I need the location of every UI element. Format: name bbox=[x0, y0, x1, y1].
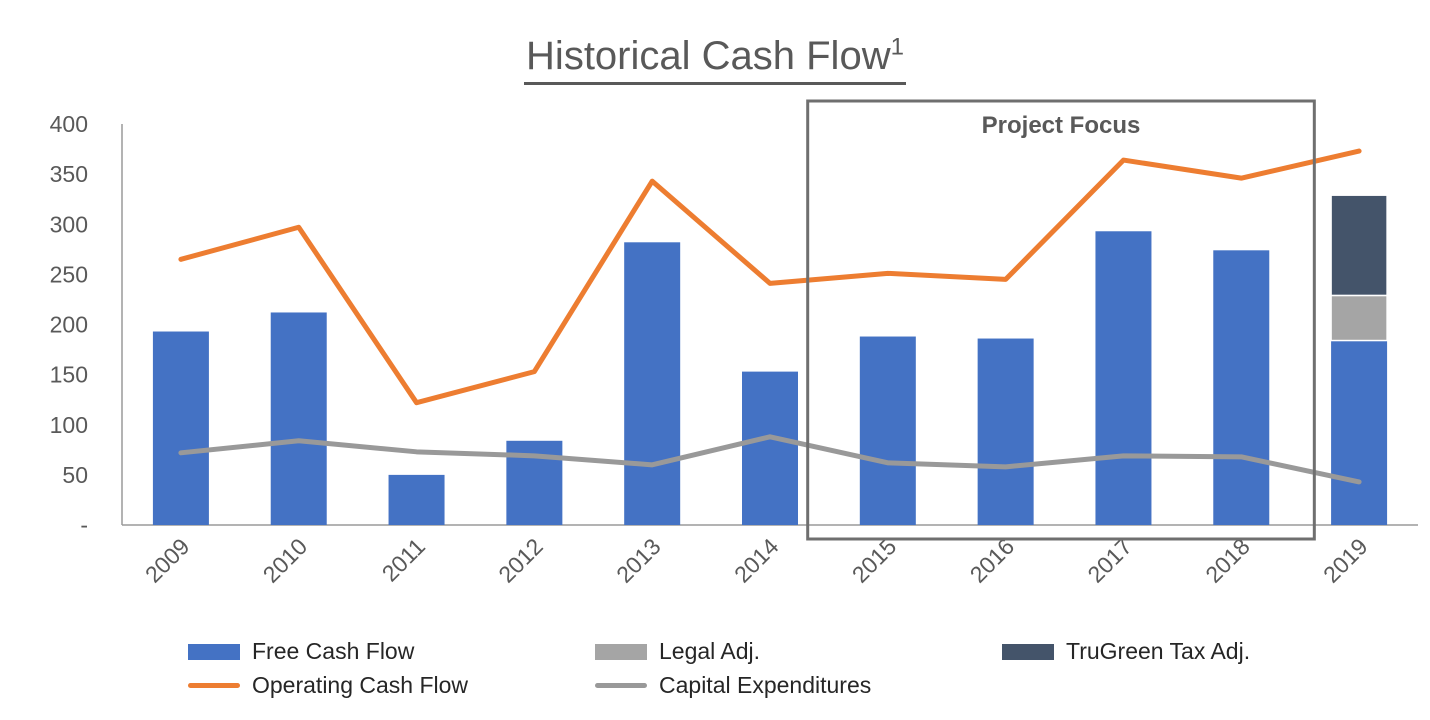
bar-legal-adj-2019 bbox=[1330, 294, 1388, 342]
bar-free-cash-flow-2011 bbox=[388, 474, 445, 525]
y-tick-label: 250 bbox=[50, 261, 88, 287]
y-tick-label: 100 bbox=[50, 412, 88, 438]
bar-free-cash-flow-2018 bbox=[1213, 250, 1270, 525]
bar-free-cash-flow-2016 bbox=[977, 338, 1034, 525]
bar-free-cash-flow-2015 bbox=[859, 336, 916, 525]
bar-free-cash-flow-2017 bbox=[1095, 231, 1152, 525]
y-tick-label: - bbox=[80, 512, 88, 538]
line-operating-cash-flow bbox=[178, 148, 1362, 406]
x-tick-label: 2017 bbox=[1082, 533, 1137, 588]
y-tick-label: 400 bbox=[50, 111, 88, 137]
x-tick-label: 2011 bbox=[377, 533, 430, 586]
x-tick-label: 2019 bbox=[1318, 533, 1373, 588]
x-tick-label: 2012 bbox=[493, 533, 548, 588]
y-tick-label: 50 bbox=[62, 462, 88, 488]
x-tick-label: 2014 bbox=[729, 533, 784, 588]
x-tick-label: 2009 bbox=[140, 533, 195, 588]
chart-title: Historical Cash Flow1 bbox=[524, 34, 906, 85]
line-capital-expenditures bbox=[178, 434, 1362, 485]
bar-trugreen-tax-adj-2019 bbox=[1330, 194, 1388, 297]
project-focus-box bbox=[806, 99, 1316, 541]
x-tick-label: 2010 bbox=[258, 533, 313, 588]
y-tick-label: 200 bbox=[50, 312, 88, 338]
chart-title-footnote: 1 bbox=[890, 33, 904, 61]
bar-free-cash-flow-2019 bbox=[1331, 340, 1388, 525]
chart-title-wrap: Historical Cash Flow1 bbox=[0, 34, 1430, 85]
bar-free-cash-flow-2009 bbox=[152, 331, 209, 525]
project-focus-label: Project Focus bbox=[982, 112, 1141, 139]
bar-free-cash-flow-2013 bbox=[624, 242, 681, 526]
y-tick-label: 350 bbox=[50, 161, 88, 187]
x-tick-label: 2013 bbox=[611, 533, 666, 588]
bar-free-cash-flow-2014 bbox=[742, 371, 798, 525]
x-tick-label: 2018 bbox=[1200, 533, 1255, 588]
y-tick-label: 300 bbox=[50, 211, 88, 237]
bar-free-cash-flow-2010 bbox=[270, 312, 327, 525]
chart-title-text: Historical Cash Flow bbox=[526, 34, 891, 78]
x-tick-label: 2016 bbox=[965, 533, 1020, 588]
x-tick-label: 2015 bbox=[847, 533, 902, 588]
y-tick-label: 150 bbox=[50, 362, 88, 388]
